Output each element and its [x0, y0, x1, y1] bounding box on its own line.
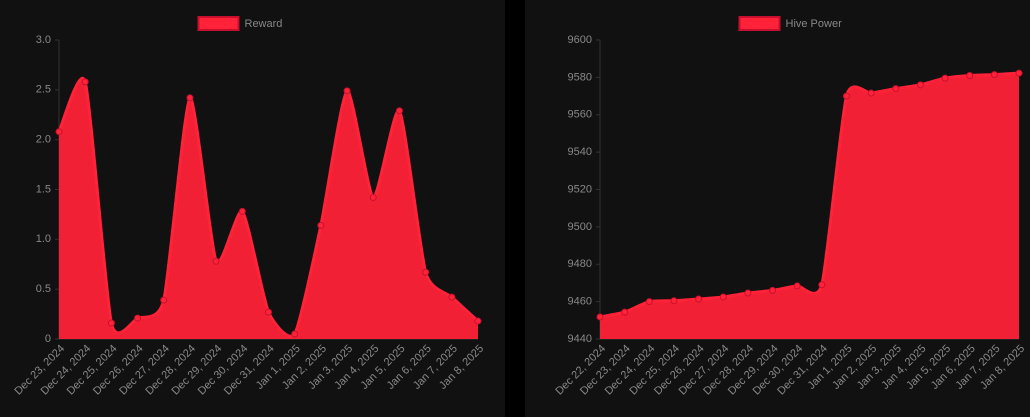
y-tick-label: 9520 — [568, 183, 592, 195]
point — [134, 314, 142, 322]
point — [422, 268, 430, 276]
point — [238, 207, 246, 215]
y-tick-label: 9480 — [568, 258, 592, 270]
point — [81, 78, 89, 86]
point — [369, 193, 377, 201]
legend-swatch — [738, 16, 781, 31]
point — [474, 317, 482, 325]
legend-label: Hive Power — [786, 18, 843, 30]
point — [645, 298, 653, 306]
y-tick-label: 9560 — [568, 109, 592, 121]
point — [107, 319, 115, 327]
point — [596, 313, 604, 321]
y-tick-label: 0.5 — [36, 283, 51, 295]
point — [719, 293, 727, 301]
y-tick-label: 9500 — [568, 221, 592, 233]
legend-label: Reward — [245, 18, 283, 30]
point — [621, 308, 629, 316]
point — [892, 85, 900, 93]
point — [265, 308, 272, 316]
point — [842, 92, 850, 100]
y-tick-label: 0 — [45, 333, 51, 345]
y-tick-label: 2.5 — [36, 84, 51, 96]
point — [212, 257, 220, 265]
y-tick-label: 9540 — [568, 146, 592, 158]
point — [916, 81, 924, 89]
y-tick-label: 3.0 — [36, 34, 51, 46]
point — [966, 72, 974, 80]
area — [600, 73, 1019, 339]
y-tick-label: 2.0 — [36, 134, 51, 146]
point — [793, 282, 801, 290]
point — [343, 87, 351, 95]
y-tick-label: 1.0 — [36, 233, 51, 245]
point — [867, 89, 875, 97]
point — [941, 74, 949, 82]
point — [818, 281, 826, 289]
point — [990, 71, 998, 79]
area — [59, 78, 478, 340]
point — [1015, 69, 1023, 77]
point — [744, 289, 752, 297]
legend-swatch — [197, 16, 240, 31]
point — [55, 128, 63, 136]
y-tick-label: 9460 — [568, 296, 592, 308]
point — [317, 221, 325, 229]
y-tick-label: 9600 — [568, 34, 592, 46]
point — [448, 293, 456, 301]
point — [670, 297, 678, 305]
y-tick-label: 9580 — [568, 71, 592, 83]
point — [291, 330, 299, 338]
point — [695, 295, 703, 303]
point — [769, 286, 777, 294]
y-tick-label: 1.5 — [36, 183, 51, 195]
point — [186, 94, 194, 102]
point — [395, 107, 403, 115]
point — [160, 296, 168, 304]
y-tick-label: 9440 — [568, 333, 592, 345]
